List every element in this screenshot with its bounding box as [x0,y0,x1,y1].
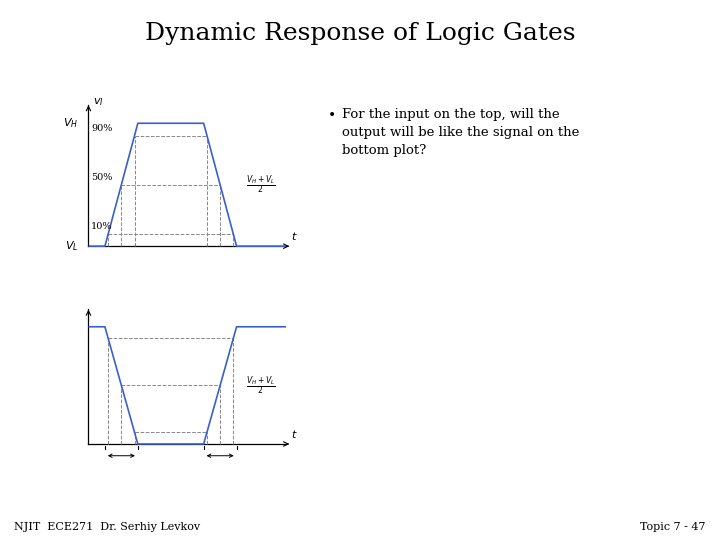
Text: $t$: $t$ [291,231,297,242]
Text: $\frac{V_H + V_L}{2}$: $\frac{V_H + V_L}{2}$ [246,374,276,397]
Text: NJIT  ECE271  Dr. Serhiy Levkov: NJIT ECE271 Dr. Serhiy Levkov [14,522,201,532]
Text: 90%: 90% [91,124,112,133]
Text: $V_H$: $V_H$ [63,116,78,130]
Text: Dynamic Response of Logic Gates: Dynamic Response of Logic Gates [145,22,575,45]
Text: $v_I$: $v_I$ [94,97,104,109]
Text: 10%: 10% [91,222,112,232]
Text: $t$: $t$ [291,429,297,441]
Text: $V_L$: $V_L$ [65,239,78,253]
Text: For the input on the top, will the
output will be like the signal on the
bottom : For the input on the top, will the outpu… [342,108,580,157]
Text: $\frac{V_H + V_L}{2}$: $\frac{V_H + V_L}{2}$ [246,173,276,196]
Text: Topic 7 - 47: Topic 7 - 47 [640,522,706,532]
Text: •: • [328,108,336,122]
Text: 50%: 50% [91,173,112,183]
